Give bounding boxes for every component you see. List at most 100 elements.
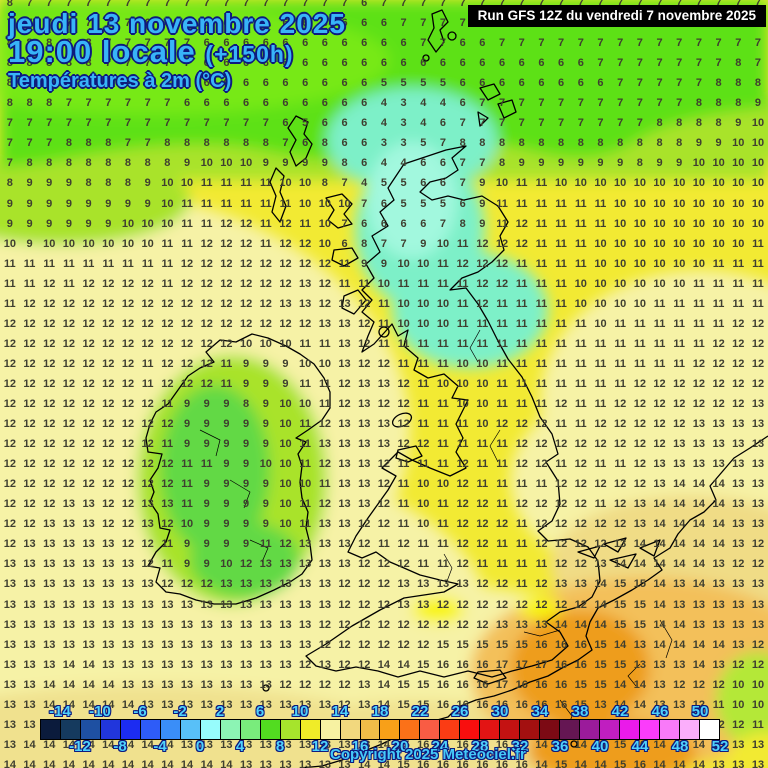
temp-value: 12 xyxy=(417,638,430,651)
temp-value: 11 xyxy=(574,217,587,230)
temp-value: 7 xyxy=(597,117,604,130)
temp-value: 11 xyxy=(259,197,272,210)
temp-value: 10 xyxy=(673,237,686,250)
temp-value: 9 xyxy=(65,177,72,190)
temp-value: 8 xyxy=(498,157,506,170)
temp-value: 8 xyxy=(695,97,702,110)
temp-value: 7 xyxy=(597,37,604,50)
temp-value: 13 xyxy=(180,698,194,711)
temp-value: 11 xyxy=(614,337,626,350)
temp-value: 7 xyxy=(262,0,269,9)
temp-value: 10 xyxy=(614,257,627,270)
temp-value: 12 xyxy=(220,297,233,310)
temp-value: 10 xyxy=(732,237,745,250)
temp-value: 7 xyxy=(617,77,624,90)
temp-value: 12 xyxy=(279,317,292,330)
temp-value: 13 xyxy=(200,698,213,711)
temp-value: 11 xyxy=(496,197,508,210)
temp-value: 9 xyxy=(262,518,269,531)
temp-value: 8 xyxy=(262,137,269,150)
temp-value: 8 xyxy=(321,137,328,150)
temp-value: 12 xyxy=(102,337,115,350)
temp-value: 6 xyxy=(302,37,309,50)
temp-value: 11 xyxy=(752,297,764,310)
temp-value: 6 xyxy=(518,77,525,90)
temp-value: 11 xyxy=(594,217,607,230)
temp-value: 12 xyxy=(692,357,706,370)
temp-value: 11 xyxy=(634,357,646,370)
temp-value: 6 xyxy=(361,137,368,150)
temp-value: 7 xyxy=(144,77,151,90)
temp-value: 12 xyxy=(338,678,351,691)
temp-value: 8 xyxy=(85,177,92,190)
temp-value: 7 xyxy=(105,57,112,70)
temp-value: 11 xyxy=(456,297,469,310)
temp-value: 9 xyxy=(203,498,210,511)
temp-value: 10 xyxy=(554,177,568,190)
temp-value: 12 xyxy=(141,538,154,551)
temp-value: 4 xyxy=(361,177,368,190)
temp-value: 13 xyxy=(3,658,16,671)
temp-value: 12 xyxy=(751,638,765,651)
temp-value: 11 xyxy=(181,458,193,471)
temp-value: 7 xyxy=(577,37,584,50)
temp-value: 11 xyxy=(476,337,489,350)
temp-value: 10 xyxy=(633,237,646,250)
temp-value: 13 xyxy=(43,538,56,551)
temp-value: 13 xyxy=(161,618,174,631)
temp-value: 11 xyxy=(752,718,764,731)
temp-value: 10 xyxy=(161,217,174,230)
temp-value: 12 xyxy=(279,237,292,250)
temp-value: 10 xyxy=(574,277,587,290)
temp-value: 12 xyxy=(594,518,607,531)
temp-value: 10 xyxy=(397,257,410,270)
temp-value: 12 xyxy=(633,418,646,431)
temp-value: 9 xyxy=(203,398,210,410)
temp-value: 12 xyxy=(23,418,36,431)
temp-value: 12 xyxy=(535,498,548,511)
temp-value: 13 xyxy=(673,598,686,611)
temp-value: 13 xyxy=(318,658,331,671)
temp-value: 12 xyxy=(102,317,115,330)
temp-value: 14 xyxy=(653,518,666,531)
temp-value: 13 xyxy=(23,538,36,551)
temp-value: 13 xyxy=(299,558,312,571)
temp-value: 8 xyxy=(636,137,643,150)
temp-value: 8 xyxy=(243,398,250,410)
temp-value: 7 xyxy=(610,0,630,10)
temp-value: 8 xyxy=(85,57,92,70)
temp-value: 11 xyxy=(417,558,430,571)
temp-value: 13 xyxy=(23,718,36,731)
temp-value: 12 xyxy=(377,578,391,591)
temp-value: 8 xyxy=(715,117,722,130)
temp-value: 12 xyxy=(23,498,36,511)
scale-cell xyxy=(219,720,240,739)
temp-value: 6 xyxy=(302,57,309,70)
temp-value: 13 xyxy=(594,558,607,571)
temp-value: 15 xyxy=(436,638,450,651)
temp-value: 13 xyxy=(62,618,76,631)
temp-value: 6 xyxy=(262,37,269,50)
temp-value: 13 xyxy=(358,478,371,491)
temp-value: 7 xyxy=(46,0,53,9)
temp-value: 12 xyxy=(476,578,489,591)
scale-cell xyxy=(698,720,719,739)
temp-value: 13 xyxy=(338,738,351,751)
temp-value: 12 xyxy=(318,257,331,270)
temp-value: 5 xyxy=(380,177,387,190)
temp-value: 11 xyxy=(23,257,36,270)
temp-value: 11 xyxy=(43,257,56,270)
temp-value: 17 xyxy=(515,658,528,671)
temp-value: 12 xyxy=(102,518,115,531)
temp-value: 12 xyxy=(377,458,391,471)
temp-value: 9 xyxy=(243,438,250,451)
temp-value: 11 xyxy=(161,438,174,451)
temp-value: 11 xyxy=(535,337,548,350)
temp-value: 14 xyxy=(62,678,76,691)
temp-value: 13 xyxy=(338,538,351,551)
temp-value: 12 xyxy=(23,317,36,330)
temp-value: 12 xyxy=(554,498,568,511)
temp-value: 14 xyxy=(102,678,115,691)
temp-value: 11 xyxy=(220,177,233,190)
run-info-badge: Run GFS 12Z du vendredi 7 novembre 2025 xyxy=(467,5,766,27)
